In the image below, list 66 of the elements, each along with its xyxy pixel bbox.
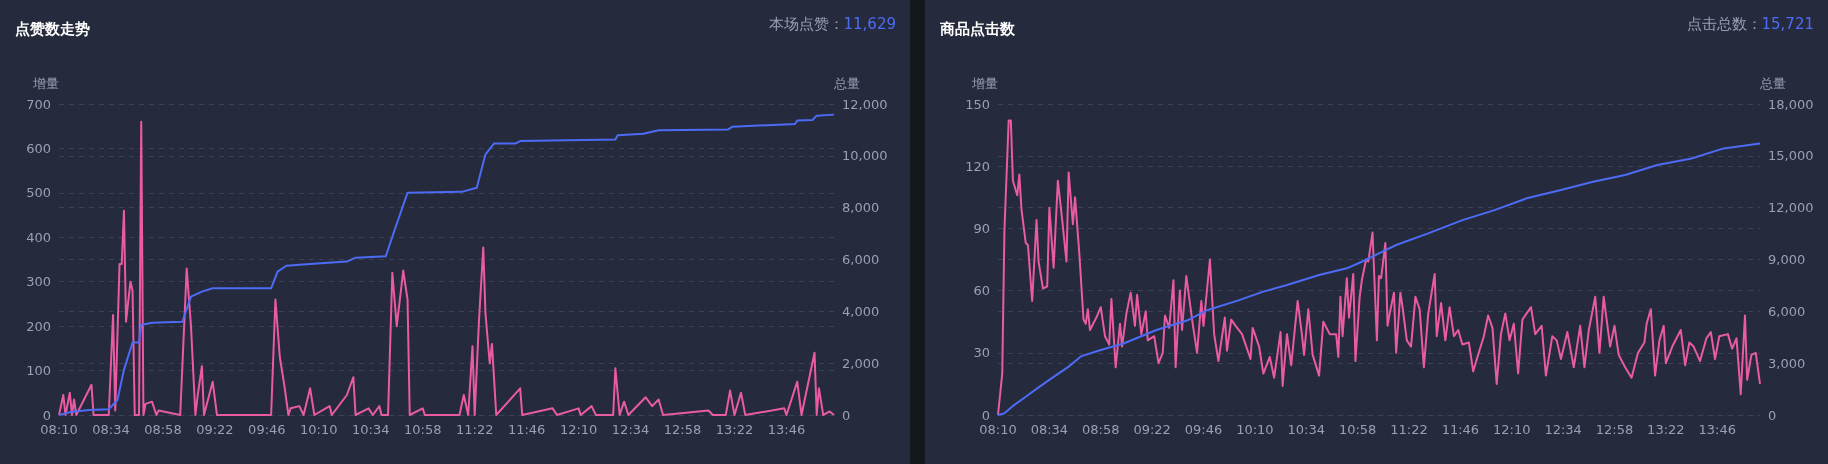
x-tick-label: 13:22 [1647, 422, 1685, 437]
x-tick-label: 08:10 [979, 422, 1017, 437]
y-tick-label: 0 [981, 407, 990, 423]
x-tick-label: 09:46 [248, 422, 286, 437]
x-tick-label: 10:34 [352, 422, 390, 437]
x-tick-label: 08:58 [1082, 422, 1120, 437]
y2-tick-label: 0 [1768, 407, 1777, 423]
x-tick-label: 09:22 [196, 422, 234, 437]
y-tick-label: 90 [973, 220, 990, 236]
x-tick-label: 10:10 [300, 422, 338, 437]
y-tick-label: 100 [26, 363, 51, 379]
chart-title: 商品点击数 [939, 19, 1016, 38]
x-tick-label: 12:58 [1595, 422, 1634, 437]
x-tick-label: 13:46 [767, 422, 806, 437]
y2-tick-label: 10,000 [842, 148, 888, 164]
y2-tick-label: 9,000 [1768, 252, 1806, 267]
x-tick-label: 12:34 [611, 422, 650, 437]
y-tick-label: 150 [965, 96, 990, 112]
y-tick-label: 200 [26, 318, 51, 334]
y2-axis-title: 总量 [1759, 76, 1786, 91]
y2-tick-label: 3,000 [1768, 355, 1806, 371]
y2-tick-label: 4,000 [842, 303, 880, 319]
x-tick-label: 09:46 [1184, 422, 1223, 437]
y-axis-title: 增量 [971, 76, 998, 91]
y-tick-label: 30 [973, 345, 990, 361]
x-tick-label: 13:22 [715, 422, 754, 437]
x-tick-label: 10:10 [1236, 422, 1274, 437]
x-tick-label: 11:46 [507, 422, 546, 437]
x-tick-label: 11:46 [1441, 422, 1480, 437]
x-tick-label: 13:46 [1698, 422, 1736, 437]
y2-tick-label: 2,000 [842, 355, 880, 371]
text: 点击总数：15,721 [1686, 14, 1815, 33]
y-tick-label: 700 [26, 96, 51, 112]
y-tick-label: 500 [26, 185, 51, 201]
y2-tick-label: 6,000 [842, 252, 880, 267]
y2-tick-label: 18,000 [1768, 96, 1814, 112]
x-tick-label: 11:22 [1390, 422, 1428, 437]
x-tick-label: 10:58 [1338, 422, 1377, 437]
y-tick-label: 120 [965, 158, 990, 174]
y-axis-title: 增量 [32, 76, 59, 91]
x-tick-label: 12:34 [1544, 422, 1582, 437]
y2-tick-label: 0 [842, 407, 851, 423]
x-tick-label: 12:10 [559, 422, 598, 437]
x-tick-label: 09:22 [1133, 422, 1171, 437]
x-tick-label: 10:58 [403, 422, 442, 437]
x-tick-label: 08:34 [92, 422, 130, 437]
y-tick-label: 60 [973, 283, 990, 299]
text: 本场点赞：11,629 [768, 14, 897, 33]
y2-axis-title: 总量 [833, 76, 860, 91]
y-tick-label: 600 [26, 140, 51, 156]
x-tick-label: 12:58 [663, 422, 702, 437]
x-tick-label: 12:10 [1493, 422, 1531, 437]
x-tick-label: 08:34 [1030, 422, 1069, 437]
y-tick-label: 300 [26, 274, 51, 290]
y2-tick-label: 12,000 [1768, 200, 1814, 216]
y-tick-label: 0 [42, 407, 51, 423]
y2-tick-label: 8,000 [842, 200, 880, 216]
x-tick-label: 08:10 [40, 422, 78, 437]
x-tick-label: 08:58 [144, 422, 182, 437]
x-tick-label: 10:34 [1287, 422, 1325, 437]
y2-tick-label: 6,000 [1768, 303, 1806, 319]
y2-tick-label: 15,000 [1768, 148, 1814, 164]
x-tick-label: 11:22 [455, 422, 494, 437]
y2-tick-label: 12,000 [842, 96, 888, 112]
y-tick-label: 400 [26, 229, 51, 245]
chart-title: 点赞数走势 [15, 19, 90, 38]
